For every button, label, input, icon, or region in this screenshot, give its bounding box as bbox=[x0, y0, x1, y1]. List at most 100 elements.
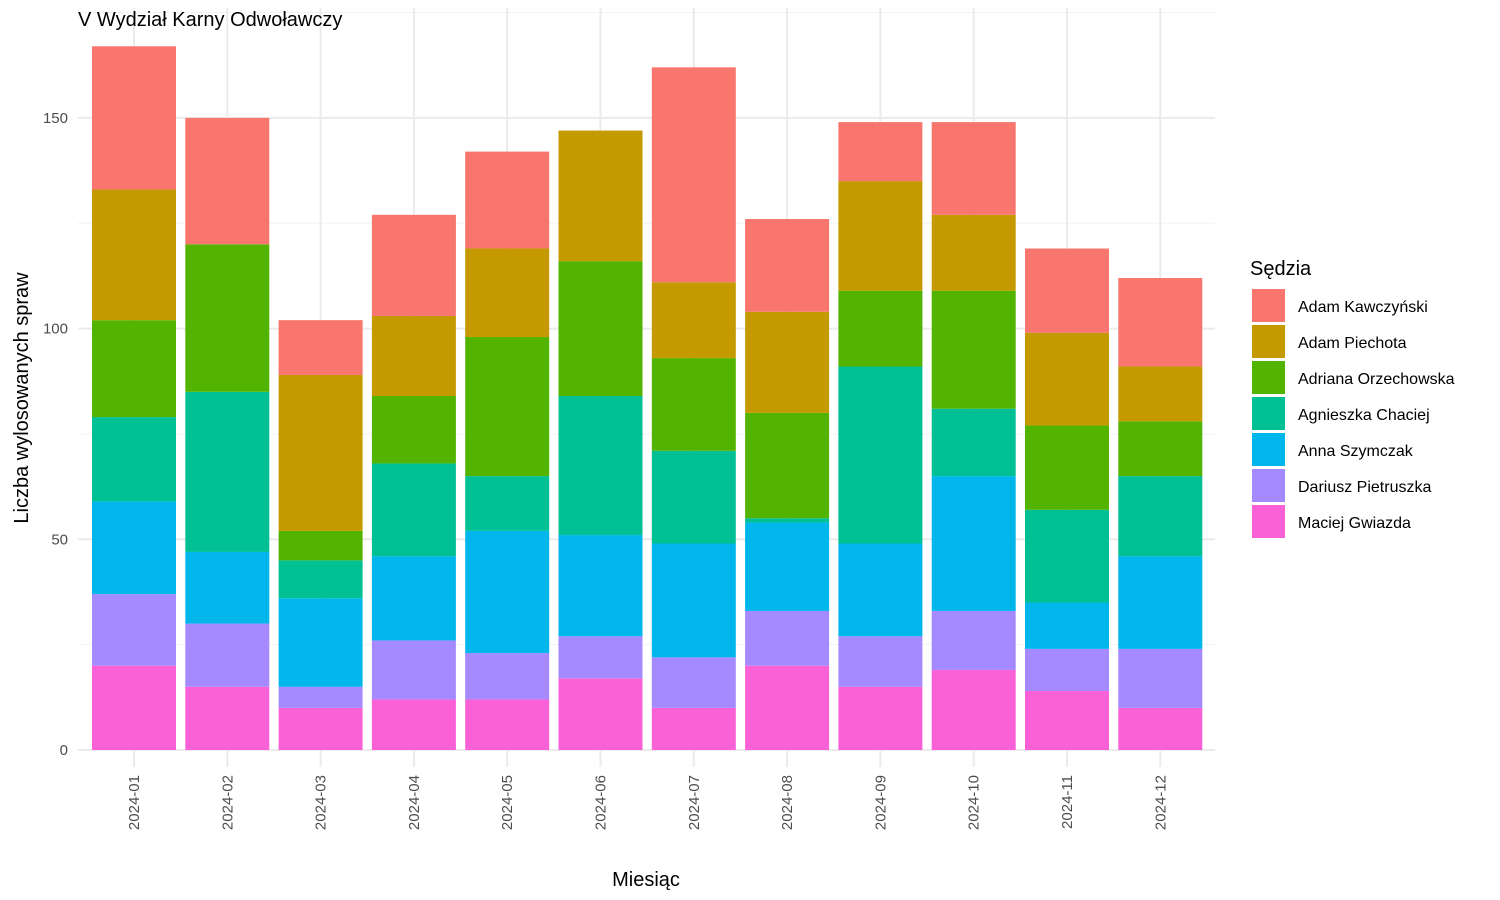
y-tick-label: 100 bbox=[43, 321, 68, 338]
bar-segment bbox=[1118, 366, 1203, 422]
bar-segment bbox=[931, 214, 1016, 291]
legend-label: Adam Piechota bbox=[1298, 335, 1407, 352]
bar-segment bbox=[185, 117, 270, 245]
bar-segment bbox=[651, 657, 736, 708]
bar-segment bbox=[185, 391, 270, 552]
x-tick-label: 2024-11 bbox=[1059, 775, 1076, 829]
x-tick-label: 2024-10 bbox=[966, 775, 983, 830]
legend-swatch bbox=[1252, 505, 1285, 538]
legend-items: Adam Kawczyński Adam Piechota Adriana Orze… bbox=[1252, 289, 1455, 538]
legend-label: Maciej Gwiazda bbox=[1298, 515, 1411, 532]
bar-segment bbox=[465, 337, 550, 477]
x-tick-label: 2024-04 bbox=[406, 775, 423, 830]
bar-segment bbox=[371, 699, 456, 750]
bar-segment bbox=[371, 214, 456, 316]
bar-segment bbox=[185, 623, 270, 687]
bar-segment bbox=[92, 417, 176, 502]
x-tick-label: 2024-03 bbox=[313, 775, 330, 830]
bar-segment bbox=[92, 665, 176, 750]
bar-segment bbox=[278, 320, 363, 375]
legend-swatch bbox=[1252, 397, 1285, 430]
bar-segment bbox=[931, 408, 1016, 477]
chart-title: V Wydział Karny Odwoławczy bbox=[78, 9, 342, 31]
bar-segment bbox=[745, 665, 830, 750]
bar-segment bbox=[1025, 332, 1109, 426]
bar-segment bbox=[1025, 248, 1109, 333]
legend-swatch bbox=[1252, 289, 1285, 322]
bar-segment bbox=[1025, 602, 1109, 649]
bar-segment bbox=[1118, 476, 1203, 557]
bars bbox=[92, 46, 1203, 750]
bar-segment bbox=[278, 530, 363, 561]
x-tick-label: 2024-02 bbox=[219, 775, 236, 830]
bar-segment bbox=[558, 678, 643, 750]
bar-segment bbox=[558, 261, 643, 397]
legend: Sędzia Adam Kawczyński Adam Piechota Adria… bbox=[1250, 258, 1455, 538]
bar-segment bbox=[278, 707, 363, 750]
bar-segment bbox=[185, 244, 270, 392]
bar-segment bbox=[278, 598, 363, 687]
bar-segment bbox=[838, 636, 923, 687]
bar-segment bbox=[651, 707, 736, 750]
bar-segment bbox=[465, 530, 550, 654]
y-tick-label: 0 bbox=[60, 742, 68, 759]
legend-label: Adriana Orzechowska bbox=[1298, 371, 1455, 388]
legend-swatch bbox=[1252, 325, 1285, 358]
bar-segment bbox=[651, 543, 736, 658]
bar-segment bbox=[92, 46, 176, 190]
bar-segment bbox=[745, 518, 830, 523]
bar-segment bbox=[558, 636, 643, 679]
bar-segment bbox=[745, 610, 830, 666]
bar-segment bbox=[838, 366, 923, 544]
bar-segment bbox=[1025, 509, 1109, 603]
bar-segment bbox=[651, 450, 736, 544]
bar-segment bbox=[1118, 707, 1203, 750]
x-tick-label: 2024-05 bbox=[499, 775, 516, 830]
y-tick-label: 150 bbox=[43, 110, 68, 127]
legend-swatch bbox=[1252, 361, 1285, 394]
x-tick-label: 2024-07 bbox=[686, 775, 703, 830]
bar-segment bbox=[1118, 648, 1203, 708]
bar-segment bbox=[838, 290, 923, 367]
bar-segment bbox=[371, 396, 456, 464]
bar-segment bbox=[745, 522, 830, 611]
legend-swatch bbox=[1252, 469, 1285, 502]
x-axis-ticks: 2024-01 2024-02 2024-03 2024-04 2024-05 2024-… bbox=[126, 775, 1169, 830]
bar-segment bbox=[278, 560, 363, 599]
bar-segment bbox=[92, 189, 176, 321]
x-tick-label: 2024-08 bbox=[779, 775, 796, 830]
bar-segment bbox=[745, 219, 830, 312]
bar-segment bbox=[1025, 648, 1109, 692]
bar-segment bbox=[838, 686, 923, 750]
bar-segment bbox=[92, 320, 176, 418]
bar-segment bbox=[651, 67, 736, 283]
x-tick-label: 2024-09 bbox=[872, 775, 889, 830]
bar-segment bbox=[651, 358, 736, 451]
bar-segment bbox=[371, 640, 456, 700]
legend-swatch bbox=[1252, 433, 1285, 466]
bar-segment bbox=[92, 594, 176, 666]
bar-segment bbox=[465, 653, 550, 700]
legend-label: Agnieszka Chaciej bbox=[1298, 407, 1430, 424]
bar-segment bbox=[558, 130, 643, 262]
x-tick-label: 2024-06 bbox=[593, 775, 610, 830]
bar-segment bbox=[371, 463, 456, 557]
bar-segment bbox=[1025, 425, 1109, 510]
bar-segment bbox=[745, 412, 830, 519]
bar-segment bbox=[838, 543, 923, 637]
bar-segment bbox=[838, 122, 923, 182]
bar-segment bbox=[838, 181, 923, 291]
bar-segment bbox=[278, 686, 363, 708]
bar-segment bbox=[465, 699, 550, 750]
legend-label: Adam Kawczyński bbox=[1298, 299, 1428, 316]
bar-segment bbox=[651, 282, 736, 359]
bar-segment bbox=[1025, 691, 1109, 750]
legend-label: Dariusz Pietruszka bbox=[1298, 479, 1431, 496]
bar-segment bbox=[278, 374, 363, 531]
x-tick-label: 2024-01 bbox=[126, 775, 143, 830]
bar-segment bbox=[371, 315, 456, 397]
bar-segment bbox=[931, 476, 1016, 611]
bar-segment bbox=[1118, 278, 1203, 367]
legend-title: Sędzia bbox=[1250, 258, 1312, 280]
bar-segment bbox=[931, 610, 1016, 670]
